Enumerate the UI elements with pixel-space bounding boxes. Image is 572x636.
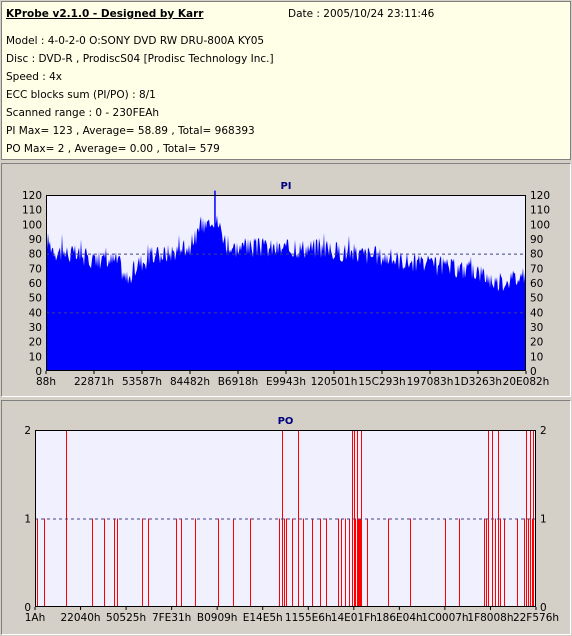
x-tick-label: 14E01Fh	[331, 612, 377, 624]
x-tick-label: E14E5h	[243, 612, 283, 624]
y-tick-label-right: 1	[540, 514, 547, 526]
y-tick-label-left: 120	[22, 190, 42, 202]
pi-chart: PI 0 0 10 10 20 20 30 30 40 40 50 50 60 60 70 70 80 80 90 90…	[22, 181, 550, 388]
y-tick-label-left: 80	[29, 249, 42, 261]
y-tick-label-right: 60	[530, 278, 543, 290]
y-tick-label-left: 40	[29, 307, 42, 319]
y-tick-label-left: 1	[24, 514, 31, 526]
y-tick-label-left: 10	[29, 351, 42, 363]
x-tick-label: 197083h	[407, 376, 454, 388]
y-tick-label-left: 100	[22, 219, 42, 231]
y-tick-label-left: 30	[29, 322, 42, 334]
x-tick-label: B6918h	[218, 376, 259, 388]
plot-frame	[35, 430, 536, 607]
x-tick-label: 20E082h	[503, 376, 550, 388]
x-tick-label: 22F576h	[513, 612, 559, 624]
po-chart-panel: PO 0 0 1 1 2 2 1Ah 22040h 50525h 7FE31h B0909h E14E5…	[1, 400, 571, 635]
y-tick-label-left: 20	[29, 337, 42, 349]
x-tick-label: 15C293h	[358, 376, 405, 388]
pi-chart-panel: PI 0 0 10 10 20 20 30 30 40 40 50 50 60 60 70 70 80 80 90 90…	[1, 163, 571, 397]
x-tick-label: 88h	[36, 376, 56, 388]
x-tick-label: 1F8008h	[467, 612, 513, 624]
y-tick-label-right: 90	[530, 234, 543, 246]
pi-series-area	[46, 215, 526, 371]
y-tick-label-left: 60	[29, 278, 42, 290]
x-tick-label: 22040h	[61, 612, 101, 624]
y-tick-label-right: 50	[530, 293, 543, 305]
y-tick-label-right: 110	[530, 205, 550, 217]
x-tick-label: E9943h	[266, 376, 306, 388]
y-tick-label-left: 70	[29, 263, 42, 275]
chart-title: PO	[278, 416, 294, 427]
y-tick-label-right: 100	[530, 219, 550, 231]
y-tick-label-right: 0	[530, 366, 537, 378]
x-tick-label: 84482h	[170, 376, 210, 388]
y-tick-label-right: 120	[530, 190, 550, 202]
plot-frame	[46, 195, 526, 371]
y-tick-label-right: 40	[530, 307, 543, 319]
y-tick-label-right: 70	[530, 263, 543, 275]
drive-model: Model : 4-0-2-0 O:SONY DVD RW DRU-800A K…	[6, 35, 265, 47]
x-tick-label: 1C0007h	[421, 612, 468, 624]
pi-summary: PI Max= 123 , Average= 58.89 , Total= 96…	[6, 125, 255, 137]
y-tick-label-left: 2	[24, 425, 31, 437]
y-tick-label-right: 20	[530, 337, 543, 349]
x-tick-label: B0909h	[197, 612, 238, 624]
x-tick-label: 1D3263h	[454, 376, 502, 388]
x-tick-label: 50525h	[106, 612, 146, 624]
y-tick-label-left: 110	[22, 205, 42, 217]
scan-speed: Speed : 4x	[6, 71, 63, 83]
x-tick-label: 53587h	[122, 376, 162, 388]
x-tick-label: 1Ah	[25, 612, 46, 624]
scanned-range: Scanned range : 0 - 230FEAh	[6, 107, 160, 119]
scan-date: Date : 2005/10/24 23:11:46	[288, 8, 435, 20]
y-tick-label-right: 2	[540, 425, 547, 437]
app-title: KProbe v2.1.0 - Designed by Karr	[6, 8, 204, 20]
po-chart: PO 0 0 1 1 2 2 1Ah 22040h 50525h 7FE31h B0909h E14E5…	[24, 416, 559, 624]
x-tick-label: 186E04h	[376, 612, 423, 624]
ecc-blocks: ECC blocks sum (PI/PO) : 8/1	[6, 89, 156, 101]
x-tick-label: 1155E6h	[285, 612, 332, 624]
x-tick-label: 120501h	[311, 376, 358, 388]
chart-title: PI	[280, 181, 291, 192]
y-tick-label-left: 50	[29, 293, 42, 305]
y-tick-label-right: 80	[530, 249, 543, 261]
y-tick-label-left: 90	[29, 234, 42, 246]
y-tick-label-right: 30	[530, 322, 543, 334]
y-tick-label-left: 0	[35, 366, 42, 378]
disc-info-panel: KProbe v2.1.0 - Designed by Karr Date : …	[1, 1, 571, 160]
y-tick-label-right: 10	[530, 351, 543, 363]
x-tick-label: 7FE31h	[152, 612, 191, 624]
x-tick-label: 22871h	[74, 376, 114, 388]
plot-area	[35, 430, 536, 607]
y-tick-label-left: 0	[24, 602, 31, 614]
y-tick-label-right: 0	[540, 602, 547, 614]
po-summary: PO Max= 2 , Average= 0.00 , Total= 579	[6, 143, 220, 155]
disc-type: Disc : DVD-R , ProdiscS04 [Prodisc Techn…	[6, 53, 274, 65]
